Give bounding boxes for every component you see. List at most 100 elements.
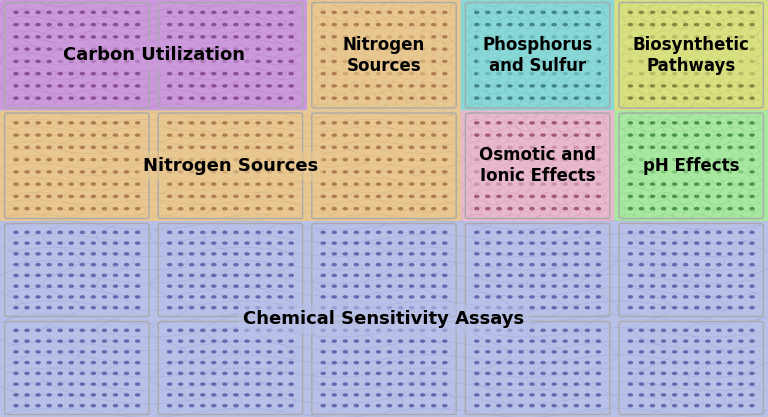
Circle shape: [256, 48, 260, 50]
Circle shape: [508, 383, 512, 385]
Circle shape: [541, 285, 545, 287]
Circle shape: [278, 158, 283, 161]
Circle shape: [519, 146, 523, 148]
Circle shape: [432, 274, 435, 276]
Circle shape: [530, 36, 535, 38]
Circle shape: [421, 285, 425, 287]
Circle shape: [36, 171, 40, 173]
Circle shape: [485, 253, 490, 255]
Circle shape: [14, 171, 18, 173]
Circle shape: [278, 36, 283, 38]
Circle shape: [717, 73, 721, 75]
Circle shape: [91, 11, 95, 13]
Circle shape: [639, 285, 644, 287]
Circle shape: [190, 85, 194, 87]
Circle shape: [223, 11, 227, 13]
Circle shape: [290, 306, 293, 309]
Circle shape: [421, 264, 425, 266]
Circle shape: [409, 296, 414, 298]
Circle shape: [343, 394, 347, 396]
Circle shape: [661, 158, 666, 161]
Circle shape: [366, 183, 369, 185]
Circle shape: [321, 264, 326, 266]
Circle shape: [628, 183, 633, 185]
Circle shape: [81, 340, 84, 342]
Circle shape: [114, 73, 118, 75]
Circle shape: [650, 296, 654, 298]
Circle shape: [354, 231, 359, 234]
Circle shape: [91, 36, 95, 38]
Circle shape: [387, 351, 392, 353]
Circle shape: [695, 134, 699, 136]
Circle shape: [739, 231, 743, 234]
Circle shape: [376, 383, 381, 385]
Circle shape: [47, 97, 51, 99]
Circle shape: [223, 285, 227, 287]
Circle shape: [475, 306, 479, 309]
Circle shape: [223, 36, 227, 38]
Circle shape: [399, 23, 402, 26]
Circle shape: [167, 274, 172, 276]
Circle shape: [233, 351, 238, 353]
Circle shape: [47, 146, 51, 148]
Circle shape: [354, 183, 359, 185]
Circle shape: [739, 73, 743, 75]
Circle shape: [223, 48, 227, 50]
Circle shape: [25, 253, 29, 255]
Circle shape: [167, 372, 172, 374]
Circle shape: [267, 351, 271, 353]
Circle shape: [212, 85, 216, 87]
Circle shape: [343, 306, 347, 309]
Circle shape: [541, 306, 545, 309]
Circle shape: [25, 183, 29, 185]
Circle shape: [190, 73, 194, 75]
Circle shape: [497, 231, 501, 234]
Circle shape: [684, 383, 688, 385]
Circle shape: [475, 404, 479, 407]
Circle shape: [650, 97, 654, 99]
Circle shape: [409, 158, 414, 161]
Circle shape: [223, 404, 227, 407]
Circle shape: [497, 340, 501, 342]
Circle shape: [366, 146, 369, 148]
Circle shape: [81, 306, 84, 309]
Circle shape: [233, 60, 238, 63]
Circle shape: [563, 146, 568, 148]
Circle shape: [69, 208, 74, 210]
Circle shape: [223, 73, 227, 75]
Circle shape: [661, 351, 666, 353]
Circle shape: [508, 134, 512, 136]
Circle shape: [485, 404, 490, 407]
Circle shape: [58, 134, 62, 136]
Circle shape: [432, 242, 435, 244]
Circle shape: [673, 134, 677, 136]
Circle shape: [475, 134, 479, 136]
Circle shape: [321, 97, 326, 99]
Circle shape: [343, 85, 347, 87]
Circle shape: [321, 372, 326, 374]
Circle shape: [136, 231, 140, 234]
Circle shape: [267, 362, 271, 364]
Circle shape: [290, 208, 293, 210]
Circle shape: [750, 285, 754, 287]
Circle shape: [167, 383, 172, 385]
Circle shape: [267, 274, 271, 276]
Circle shape: [432, 85, 435, 87]
Circle shape: [673, 36, 677, 38]
Circle shape: [245, 394, 249, 396]
Circle shape: [387, 329, 392, 332]
Circle shape: [563, 60, 568, 63]
Circle shape: [376, 60, 381, 63]
Circle shape: [233, 158, 238, 161]
Circle shape: [233, 122, 238, 124]
Circle shape: [366, 208, 369, 210]
Circle shape: [200, 404, 205, 407]
Circle shape: [497, 404, 501, 407]
Circle shape: [114, 48, 118, 50]
Circle shape: [14, 11, 18, 13]
Circle shape: [58, 23, 62, 26]
Circle shape: [639, 195, 644, 198]
Circle shape: [256, 171, 260, 173]
Circle shape: [552, 372, 556, 374]
Circle shape: [695, 264, 699, 266]
